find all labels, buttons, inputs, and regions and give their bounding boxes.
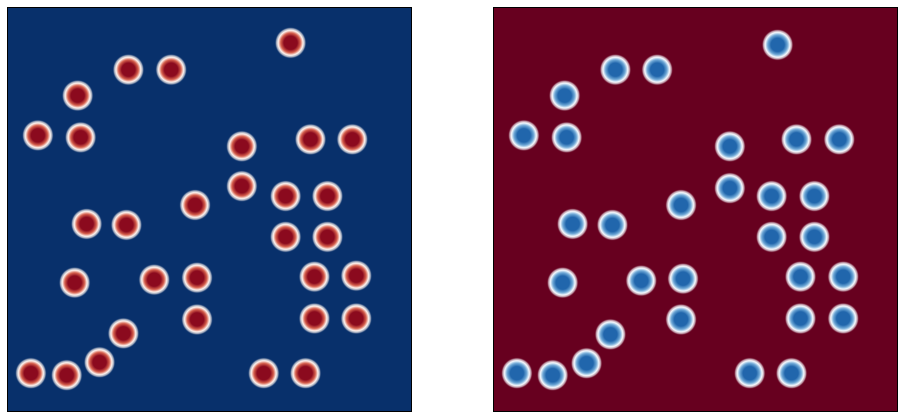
spot [336, 123, 369, 156]
spot [225, 130, 258, 163]
spot [507, 119, 540, 152]
spot [823, 123, 856, 156]
spot [58, 266, 91, 299]
spot [827, 302, 860, 335]
spot [112, 53, 145, 86]
spot [713, 130, 746, 163]
spot [247, 357, 280, 390]
spot [21, 119, 54, 152]
right-panel-canvas [494, 8, 897, 411]
spot [269, 180, 302, 212]
spot [83, 346, 116, 379]
right-panel [493, 7, 898, 412]
spot [798, 220, 831, 253]
spot [107, 317, 140, 350]
spot [61, 79, 94, 112]
spot [784, 302, 817, 335]
spot [340, 302, 373, 335]
spot [294, 123, 327, 156]
spot [536, 359, 569, 392]
spot [556, 208, 589, 240]
spot [500, 357, 533, 390]
spot [713, 172, 746, 205]
spot [138, 263, 171, 296]
spot [50, 359, 83, 392]
left-panel [7, 7, 412, 412]
spot [798, 180, 831, 212]
spot [780, 123, 813, 156]
spot [827, 260, 860, 293]
spot [599, 53, 632, 86]
spot [761, 28, 794, 61]
spot [733, 357, 766, 390]
spot [596, 209, 629, 241]
spot [546, 266, 579, 299]
spot [14, 357, 47, 390]
left-panel-canvas [8, 8, 411, 411]
spot [110, 209, 143, 241]
spot [155, 53, 188, 86]
spot [181, 261, 213, 294]
spot [269, 220, 302, 253]
spot [181, 303, 213, 336]
spot [594, 318, 627, 351]
spot [298, 260, 331, 293]
spot [641, 53, 674, 86]
spot [298, 302, 331, 335]
spot [550, 121, 583, 154]
spot [775, 357, 808, 390]
spot [64, 121, 97, 154]
spot [667, 262, 699, 295]
spot [274, 26, 307, 59]
spot [755, 220, 788, 253]
spot [784, 260, 817, 293]
spot [179, 189, 211, 221]
spot [570, 347, 603, 380]
spot [665, 189, 697, 221]
spot [225, 170, 258, 203]
spot [70, 208, 103, 240]
spot [755, 180, 788, 212]
spot [311, 180, 344, 212]
spot [625, 264, 658, 297]
spot [665, 303, 697, 336]
spot [340, 259, 373, 292]
spot [311, 220, 344, 253]
spot [548, 79, 581, 112]
spot [289, 357, 322, 390]
